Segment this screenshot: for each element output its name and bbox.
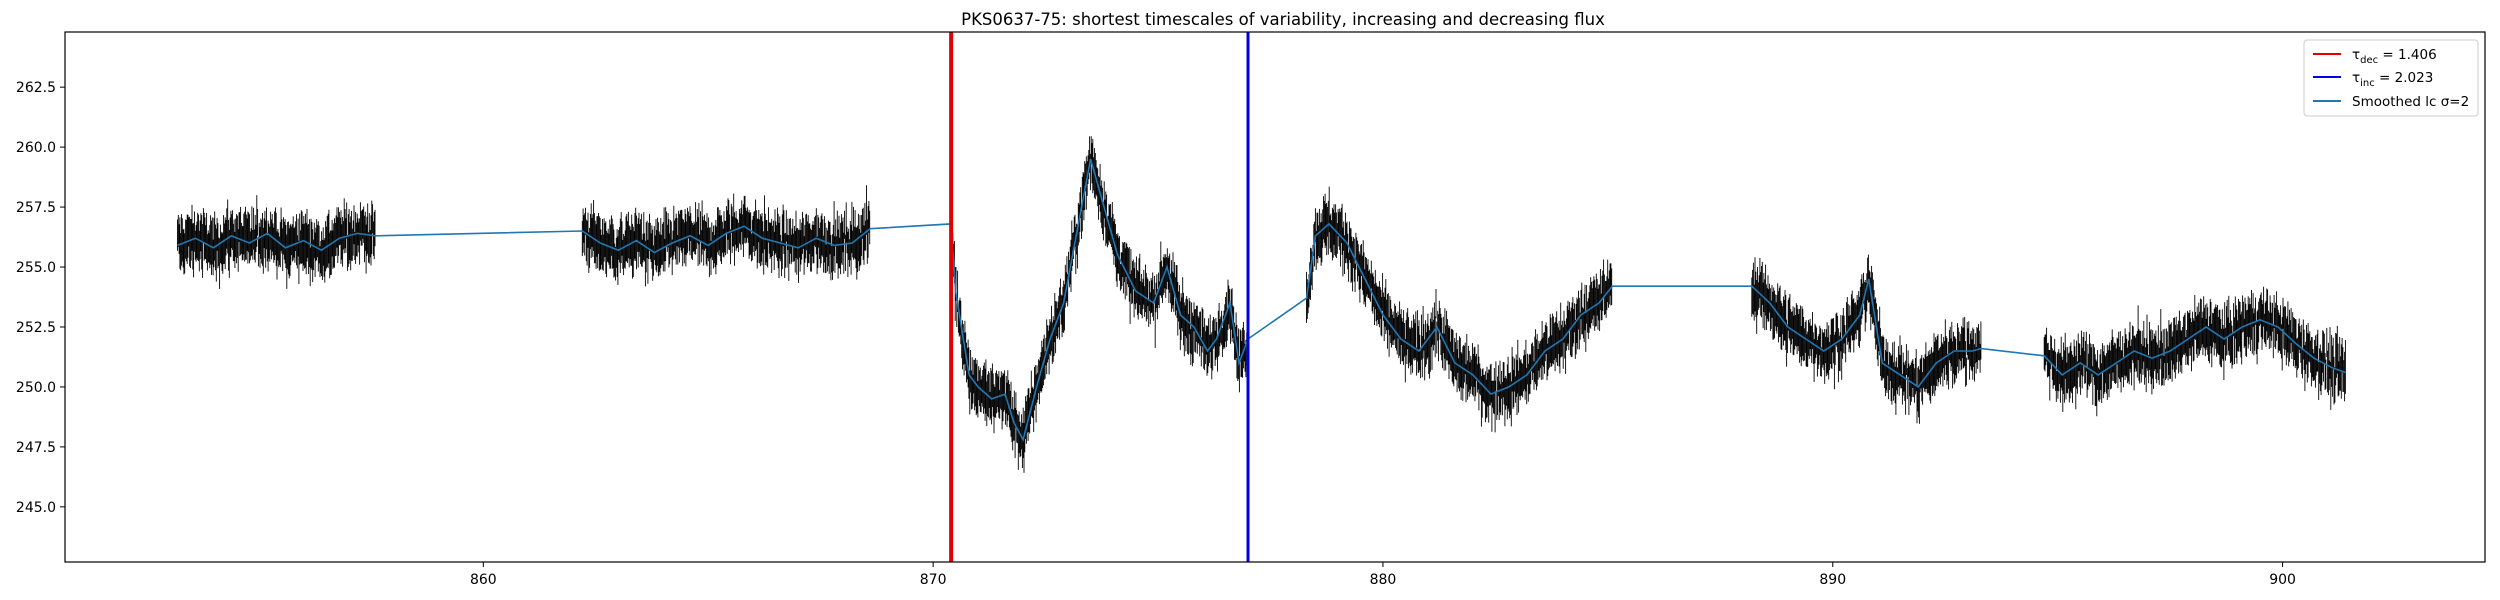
x-tick-label: 860 [470,572,497,588]
y-tick-label: 247.5 [16,440,56,456]
x-axis: 860 870 880 890 900 [470,562,2296,588]
chart-title: PKS0637-75: shortest timescales of varia… [961,10,1605,29]
error-bars [177,136,2346,473]
x-tick-label: 880 [1370,572,1397,588]
legend-label-tau-dec: τdec = 1.406 [2352,47,2437,66]
plot-frame [64,31,2486,563]
x-tick-label: 870 [920,572,947,588]
y-tick-label: 257.5 [16,200,56,216]
y-axis: 245.0 247.5 250.0 252.5 255.0 257.5 260.0 262.5 [16,80,65,516]
legend-label-smoothed: Smoothed lc σ=2 [2352,94,2469,110]
x-tick-label: 900 [2269,572,2296,588]
y-tick-label: 250.0 [16,380,56,396]
legend: τdec = 1.406 τinc = 2.023 Smoothed lc σ=… [2303,39,2479,117]
legend-box [2303,39,2479,117]
x-tick-label: 890 [1819,572,1846,588]
series-line-smoothed [177,158,2346,442]
y-tick-label: 262.5 [16,80,56,96]
plot-area [177,32,2346,562]
y-tick-label: 260.0 [16,140,56,156]
y-tick-label: 245.0 [16,500,56,516]
y-tick-label: 252.5 [16,320,56,336]
y-tick-label: 255.0 [16,260,56,276]
legend-label-tau-inc: τinc = 2.023 [2352,70,2433,89]
